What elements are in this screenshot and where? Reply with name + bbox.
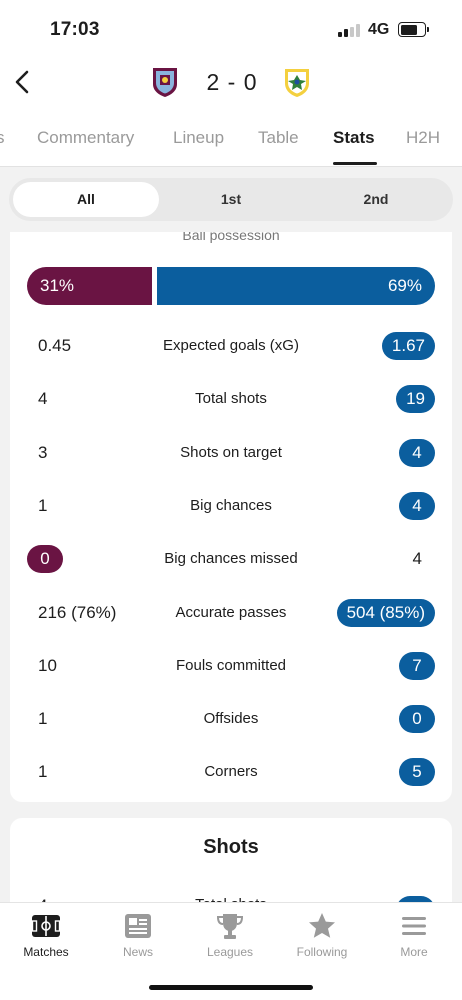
stat-home-value: 3 (38, 442, 48, 462)
stat-home-value: 216 (76%) (38, 602, 117, 622)
stat-away-value-pill: 19 (396, 379, 435, 419)
stat-label: Corners (204, 763, 258, 781)
stat-label: Shots on target (180, 443, 282, 461)
stat-label: Fouls committed (175, 656, 287, 674)
stat-home-value: 0.45 (38, 336, 72, 355)
pitch-icon (31, 915, 61, 937)
stat-away-value-pill: 504 (85%) (336, 593, 435, 633)
period-second-half-button[interactable]: 2nd (363, 191, 389, 207)
stat-home-value: 4 (38, 389, 48, 409)
nav-news-label: News (122, 945, 153, 959)
stat-label: Accurate passes (175, 603, 287, 621)
status-bar: 17:03 4G (0, 0, 462, 58)
burnley-crest-icon[interactable] (150, 66, 180, 98)
trophy-icon (216, 914, 244, 939)
period-first-half-button[interactable]: 1st (220, 191, 242, 207)
stat-home-value: 0 (27, 545, 63, 574)
stat-away-value-pill: 1.67 (381, 326, 435, 366)
tab-lineup[interactable]: Lineup (173, 128, 225, 147)
stat-away-value: 4 (399, 438, 435, 467)
stat-away-value-pill: 0 (399, 699, 435, 739)
stat-row: 0.45 Expected goals (xG) 1.67 (10, 326, 452, 366)
stat-away-value: 504 (85%) (336, 598, 435, 627)
stat-away-value: 19 (396, 385, 435, 414)
stat-home-value: 1 (38, 762, 48, 782)
battery-tip (427, 27, 429, 32)
stat-row: 3 Shots on target 4 (10, 433, 452, 473)
possession-home-segment: 31% (27, 267, 152, 305)
nav-matches-label: Matches (23, 945, 69, 959)
nav-matches[interactable]: Matches (0, 911, 92, 959)
tab-stats[interactable]: Stats (333, 128, 375, 147)
possession-bar: 31% 69% (27, 267, 435, 305)
back-arrow-icon[interactable] (12, 68, 34, 96)
stat-row: 4 Total shots 19 (10, 379, 452, 419)
stat-home-value: 1 (38, 495, 48, 515)
status-time: 17:03 (50, 19, 100, 40)
possession-away-segment: 69% (157, 267, 435, 305)
stat-away-value-pill: 5 (399, 752, 435, 792)
stat-row: 0 Big chances missed 4 (10, 539, 452, 579)
nav-news[interactable]: News (92, 911, 184, 959)
battery-icon (398, 22, 426, 37)
match-score: 2 - 0 (206, 69, 258, 95)
stat-away-value-pill: 4 (399, 433, 435, 473)
stat-label: Total shots (195, 390, 267, 408)
stat-row: 216 (76%) Accurate passes 504 (85%) (10, 593, 452, 633)
news-icon (125, 914, 151, 938)
nav-following[interactable]: Following (276, 911, 368, 959)
tab-h2h[interactable]: H2H (406, 128, 441, 147)
stat-away-value: 4 (399, 491, 435, 520)
match-header: 2 - 0 (0, 58, 462, 106)
stat-row: 1 Offsides 0 (10, 699, 452, 739)
stat-home-value: 10 (38, 655, 57, 675)
stat-away-value-pill: 7 (399, 646, 435, 686)
cellular-signal-icon (338, 24, 362, 37)
menu-icon (402, 917, 426, 935)
nav-following-label: Following (296, 945, 348, 959)
tab-table[interactable]: Table (258, 128, 299, 147)
possession-label: Ball possession (182, 232, 280, 243)
leeds-crest-icon[interactable] (282, 66, 312, 98)
home-indicator (149, 985, 313, 990)
nav-more-label: More (400, 945, 428, 959)
stat-row: 1 Corners 5 (10, 752, 452, 792)
nav-leagues-label: Leagues (206, 945, 254, 959)
period-all-button[interactable]: All (13, 182, 159, 217)
stat-row: 1 Big chances 4 (10, 486, 452, 526)
shots-section-title: Shots (203, 836, 259, 858)
stat-row: 10 Fouls committed 7 (10, 646, 452, 686)
stat-home-value: 1 (38, 709, 48, 729)
stat-away-value: 1.67 (381, 332, 435, 360)
match-tabs: s Commentary Lineup Table Stats H2H (0, 106, 462, 167)
active-tab-indicator (333, 162, 377, 165)
nav-more[interactable]: More (368, 911, 460, 959)
stat-away-value: 7 (399, 651, 435, 680)
network-type: 4G (368, 21, 390, 38)
stat-label: Offsides (203, 710, 259, 728)
stat-label: Big chances (190, 496, 272, 514)
stats-card: Ball possession 31% 69% 0.45 Expected goa… (10, 232, 452, 802)
stat-label: Big chances missed (164, 550, 298, 568)
stat-home-value-pill: 0 (27, 539, 63, 579)
stat-away-value: 5 (399, 758, 435, 787)
period-toggle: All 1st 2nd (9, 178, 453, 221)
tab-partial[interactable]: s (0, 128, 5, 148)
tab-commentary[interactable]: Commentary (37, 128, 135, 147)
star-icon (309, 913, 335, 938)
stat-away-value: 0 (399, 705, 435, 734)
stat-label: Expected goals (xG) (163, 337, 299, 354)
bottom-nav: Matches News Leagues Following (0, 902, 462, 1000)
stat-away-value-pill: 4 (399, 486, 435, 526)
nav-leagues[interactable]: Leagues (184, 911, 276, 959)
stat-away-value: 4 (412, 549, 422, 569)
